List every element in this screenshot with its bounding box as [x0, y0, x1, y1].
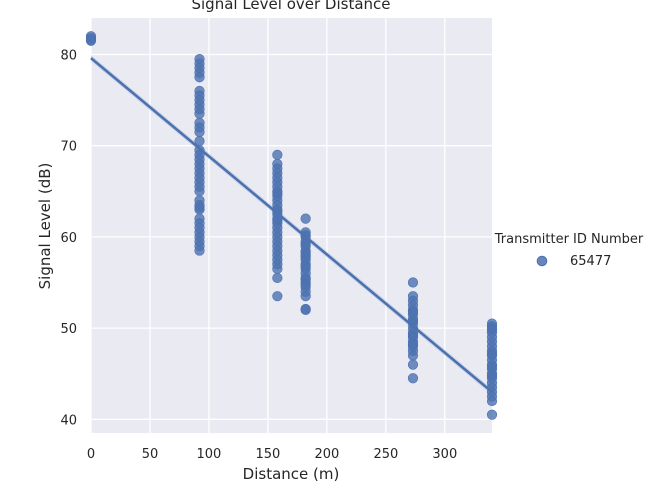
regression-line	[90, 57, 493, 393]
data-point	[272, 149, 283, 160]
legend-marker	[536, 255, 548, 267]
y-tick-label: 80	[60, 48, 77, 63]
data-point	[407, 359, 419, 370]
data-point	[486, 324, 498, 336]
x-tick-label: 100	[197, 447, 222, 462]
data-point	[300, 291, 311, 302]
regression-line-group	[90, 57, 493, 393]
data-point	[407, 339, 419, 350]
y-tick-label: 70	[60, 140, 77, 155]
data-point	[272, 272, 283, 284]
x-tick-label: 300	[432, 447, 457, 462]
data-point	[272, 263, 283, 274]
data-point	[486, 361, 498, 372]
y-axis-label: Signal Level (dB)	[36, 163, 54, 290]
data-point	[194, 126, 205, 138]
data-point	[194, 245, 205, 256]
grid-lines	[90, 18, 492, 433]
data-points	[85, 31, 498, 420]
y-axis-ticks: 40 50 60 70 80	[60, 48, 77, 428]
data-point	[486, 348, 498, 359]
x-tick-label: 50	[142, 447, 159, 462]
data-point	[407, 350, 419, 361]
data-point	[300, 304, 311, 315]
data-point	[194, 108, 205, 119]
y-tick-label: 50	[60, 322, 77, 337]
x-tick-label: 250	[373, 447, 398, 462]
data-point	[194, 186, 205, 197]
y-tick-label: 40	[60, 413, 77, 428]
data-point	[272, 291, 283, 302]
x-tick-label: 200	[314, 447, 339, 462]
data-point	[300, 251, 311, 263]
x-tick-label: 0	[87, 447, 95, 462]
data-point	[486, 370, 498, 381]
x-axis-label: Distance (m)	[243, 465, 340, 483]
data-point	[194, 72, 205, 83]
data-point	[85, 35, 97, 46]
data-point	[407, 306, 419, 317]
data-point	[300, 213, 311, 224]
data-point	[407, 277, 419, 288]
x-tick-label: 150	[255, 447, 280, 462]
legend: Transmitter ID Number 65477	[494, 232, 644, 269]
x-axis-ticks: 0 50 100 150 200 250 300	[87, 447, 457, 462]
data-point	[407, 330, 419, 341]
data-point	[407, 373, 419, 384]
data-point	[300, 279, 311, 290]
data-point	[194, 202, 205, 213]
data-point	[486, 395, 498, 407]
legend-label: 65477	[570, 254, 611, 269]
data-point	[486, 409, 498, 420]
y-tick-label: 60	[60, 231, 77, 246]
data-point	[300, 260, 311, 272]
data-point	[272, 188, 283, 199]
chart-title: Signal Level over Distance	[191, 0, 390, 13]
legend-title: Transmitter ID Number	[494, 232, 644, 247]
